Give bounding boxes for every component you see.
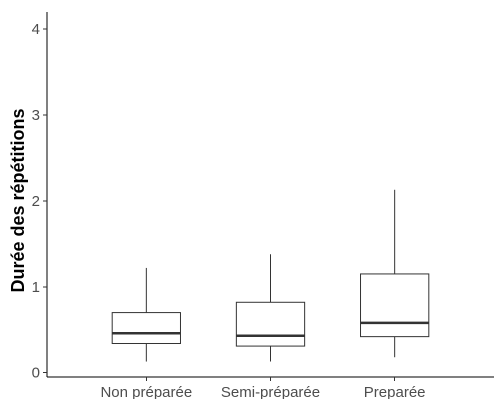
- box-1: [111, 267, 181, 362]
- box-3: [360, 189, 430, 358]
- iqr-box: [360, 273, 430, 338]
- x-tick-label: Preparée: [364, 384, 426, 399]
- y-axis-title: Durée des répétitions: [8, 108, 28, 292]
- iqr-box: [235, 301, 306, 347]
- y-tick-label: 1: [32, 279, 40, 296]
- boxes: [111, 189, 430, 362]
- y-tick-label: 0: [32, 365, 40, 382]
- y-axis: 0 1 2 3 4: [32, 12, 48, 382]
- y-tick-label: 4: [32, 21, 40, 38]
- y-tick-label: 3: [32, 107, 40, 124]
- x-tick-label: Non préparée: [100, 384, 192, 399]
- x-tick-label: Semi-préparée: [221, 384, 320, 399]
- iqr-box: [111, 312, 181, 345]
- y-tick-label: 2: [32, 193, 40, 210]
- x-axis: Non préparée Semi-préparée Preparée: [47, 376, 494, 399]
- box-2: [235, 254, 306, 362]
